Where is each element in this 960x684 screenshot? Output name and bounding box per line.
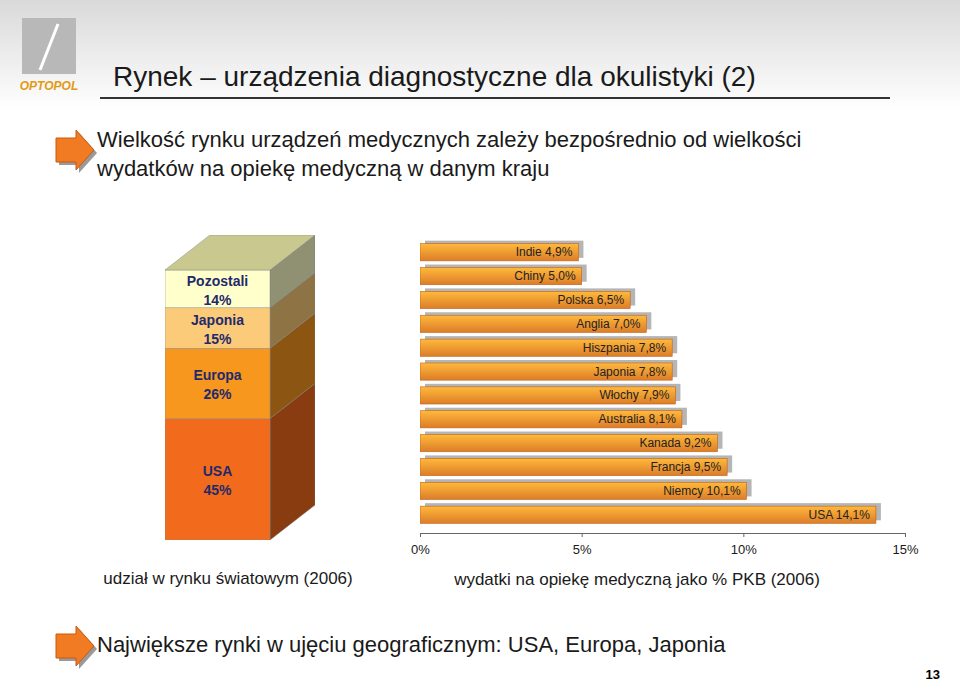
segment-name: Japonia — [191, 312, 244, 328]
arrow-body — [56, 626, 94, 666]
stacked-labels: USA 45% Europa 26% Japonia 15% Pozostali 14% — [187, 273, 248, 498]
segment-name: Pozostali — [187, 273, 248, 289]
data-label: Australia 8,1% — [599, 412, 677, 426]
value-label: 9,2% — [684, 436, 712, 450]
category-label: Australia — [599, 412, 646, 426]
value-label: 4,9% — [545, 245, 573, 259]
data-label: 26% — [203, 386, 232, 402]
segment-name: USA — [203, 463, 233, 479]
arrow-icon — [56, 130, 97, 173]
hbar-labels: Indie 4,9%Chiny 5,0%Polska 6,5%Anglia 7,… — [514, 245, 870, 521]
bar — [420, 291, 630, 308]
arrow-body — [56, 130, 94, 170]
category-label: Polska — [557, 293, 593, 307]
bar-segment — [165, 270, 270, 308]
category-label: Chiny — [514, 269, 545, 283]
data-label: USA 14,1% — [809, 508, 871, 522]
tick: 10% — [731, 533, 757, 557]
bullet-text: Wielkość rynku urządzeń medycznych zależ… — [97, 127, 801, 152]
data-label: Niemcy 10,1% — [663, 484, 741, 498]
tick-label: 15% — [892, 542, 918, 557]
data-label: 14% — [203, 292, 232, 308]
bar-top — [165, 235, 315, 270]
bullet-text: wydatków na opiekę medyczną w danym kraj… — [96, 156, 549, 181]
bar — [420, 268, 582, 285]
stacked-plot — [165, 235, 315, 540]
bar — [420, 244, 578, 261]
bar-segment — [165, 419, 270, 541]
segment-name: Europa — [193, 367, 241, 383]
category-label: Japonia — [593, 365, 635, 379]
tick: 5% — [573, 533, 592, 557]
bar — [420, 458, 727, 475]
tick-label: 10% — [731, 542, 757, 557]
bar — [420, 315, 646, 332]
value-label: 5,0% — [548, 269, 576, 283]
x-axis-title: wydatki na opiekę medyczną jako % PKB (2… — [453, 570, 820, 589]
logo: OPTOPOL — [20, 18, 78, 93]
hbar-plot — [420, 241, 881, 524]
data-label: Polska 6,5% — [557, 293, 624, 307]
tick: 15% — [892, 533, 918, 557]
data-label: Włochy 7,9% — [599, 388, 669, 402]
tick-mark — [582, 533, 583, 537]
value-label: 14,1% — [836, 508, 870, 522]
data-label: Hiszpania 7,8% — [583, 341, 667, 355]
category-label: Hiszpania — [583, 341, 636, 355]
data-label: Japonia 7,8% — [593, 365, 666, 379]
tick-mark — [420, 533, 421, 537]
value-label: 6,5% — [597, 293, 625, 307]
title-rule — [100, 97, 890, 99]
value-label: 8,1% — [649, 412, 677, 426]
value-label: 10,1% — [707, 484, 741, 498]
logo-stroke — [40, 24, 58, 70]
bar — [420, 411, 682, 428]
x-axis: 0% 5% 10% 15% — [411, 533, 919, 557]
category-label: Francja — [650, 460, 690, 474]
tick-label: 0% — [411, 542, 430, 557]
bar — [420, 363, 672, 380]
value-label: 7,8% — [639, 341, 667, 355]
page-number: 13 — [926, 667, 940, 682]
tick: 0% — [411, 533, 430, 557]
tick-mark — [905, 533, 906, 537]
data-label: Francja 9,5% — [650, 460, 721, 474]
data-label: 15% — [203, 331, 232, 347]
category-label: Niemcy — [663, 484, 703, 498]
footer-text: Największe rynki w ujęciu geograficznym:… — [97, 632, 726, 657]
category-label: Włochy — [599, 388, 638, 402]
x-axis-title: udział w rynku światowym (2006) — [103, 569, 352, 588]
header-band — [0, 0, 960, 110]
value-label: 7,0% — [613, 317, 641, 331]
value-label: 7,8% — [639, 365, 667, 379]
category-label: Indie — [516, 245, 542, 259]
bar — [420, 387, 675, 404]
value-label: 9,5% — [694, 460, 722, 474]
slide: OPTOPOL Rynek – urządzenia diagnostyczne … — [0, 0, 960, 684]
data-label: 45% — [203, 482, 232, 498]
data-label: Anglia 7,0% — [576, 317, 640, 331]
title: Rynek – urządzenia diagnostyczne dla oku… — [113, 61, 756, 92]
axis-line — [421, 534, 906, 538]
logo-text: OPTOPOL — [20, 79, 78, 93]
bar — [420, 482, 747, 499]
bar-segment — [165, 308, 270, 349]
logo-box — [22, 18, 76, 74]
category-label: Anglia — [576, 317, 610, 331]
arrow-icon — [56, 626, 97, 669]
data-label: Chiny 5,0% — [514, 269, 576, 283]
tick-mark — [743, 533, 744, 537]
bar — [420, 506, 876, 523]
bar — [420, 435, 717, 452]
value-label: 7,9% — [642, 388, 670, 402]
category-label: Kanada — [639, 436, 681, 450]
category-label: USA — [809, 508, 834, 522]
bar-segment — [165, 348, 270, 418]
tick-label: 5% — [573, 542, 592, 557]
data-label: Indie 4,9% — [516, 245, 573, 259]
data-label: Kanada 9,2% — [639, 436, 711, 450]
bar — [420, 339, 672, 356]
